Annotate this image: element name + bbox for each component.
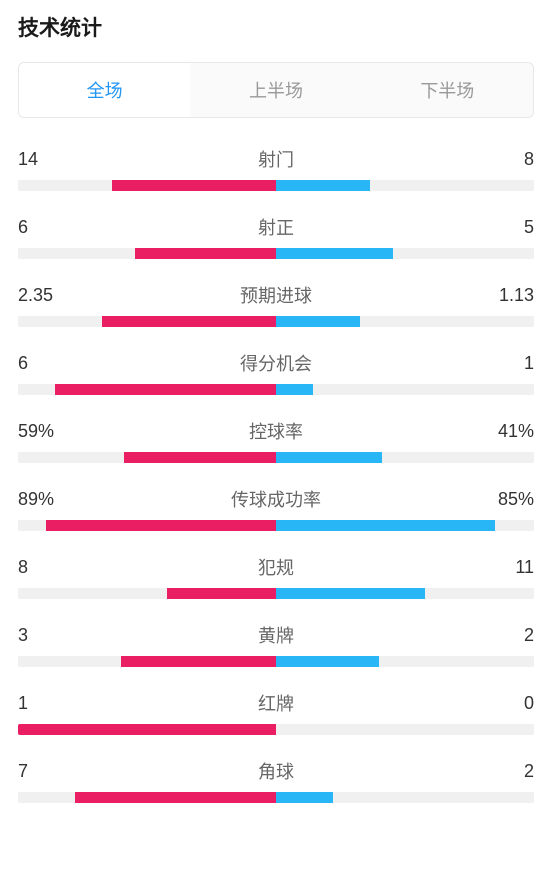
stat-labels: 3黄牌2	[18, 622, 534, 648]
stat-labels: 6得分机会1	[18, 350, 534, 376]
stat-name: 预期进球	[68, 282, 484, 308]
stat-name: 得分机会	[68, 350, 484, 376]
stat-home-bar	[55, 384, 276, 395]
stat-name: 犯规	[68, 554, 484, 580]
stat-name: 控球率	[68, 418, 484, 444]
stat-home-bar	[18, 724, 276, 735]
stat-bar-track	[18, 452, 534, 463]
stat-away-bar	[276, 384, 313, 395]
stat-row: 89%传球成功率85%	[18, 486, 534, 531]
stat-away-value: 85%	[484, 489, 534, 510]
stat-away-value: 8	[484, 149, 534, 170]
stat-home-bar	[121, 656, 276, 667]
stat-name: 红牌	[68, 690, 484, 716]
stat-row: 2.35预期进球1.13	[18, 282, 534, 327]
stat-away-bar	[276, 316, 360, 327]
stat-away-value: 2	[484, 761, 534, 782]
stat-away-value: 1.13	[484, 285, 534, 306]
stat-name: 黄牌	[68, 622, 484, 648]
stat-home-bar	[112, 180, 276, 191]
stat-bar-track	[18, 520, 534, 531]
tab-1[interactable]: 上半场	[190, 63, 361, 117]
stat-bar-track	[18, 180, 534, 191]
stat-home-bar	[75, 792, 276, 803]
stat-bar-track	[18, 724, 534, 735]
stat-away-bar	[276, 452, 382, 463]
stat-away-bar	[276, 588, 425, 599]
stat-home-bar	[135, 248, 276, 259]
stat-home-value: 8	[18, 557, 68, 578]
tab-2[interactable]: 下半场	[362, 63, 533, 117]
stat-bar-track	[18, 316, 534, 327]
stat-away-value: 0	[484, 693, 534, 714]
stat-name: 角球	[68, 758, 484, 784]
stat-home-value: 1	[18, 693, 68, 714]
stat-away-value: 1	[484, 353, 534, 374]
stat-away-value: 2	[484, 625, 534, 646]
stat-row: 59%控球率41%	[18, 418, 534, 463]
stat-home-value: 89%	[18, 489, 68, 510]
stat-labels: 59%控球率41%	[18, 418, 534, 444]
stat-home-value: 3	[18, 625, 68, 646]
stat-name: 射正	[68, 214, 484, 240]
stat-row: 7角球2	[18, 758, 534, 803]
stat-labels: 2.35预期进球1.13	[18, 282, 534, 308]
stat-away-bar	[276, 180, 370, 191]
stat-name: 射门	[68, 146, 484, 172]
stat-row: 14射门8	[18, 146, 534, 191]
stat-home-value: 6	[18, 353, 68, 374]
stat-labels: 6射正5	[18, 214, 534, 240]
stat-bar-track	[18, 588, 534, 599]
stat-labels: 14射门8	[18, 146, 534, 172]
stat-away-value: 41%	[484, 421, 534, 442]
stat-row: 1红牌0	[18, 690, 534, 735]
stat-away-bar	[276, 520, 495, 531]
stat-bar-track	[18, 248, 534, 259]
stat-home-bar	[102, 316, 276, 327]
stat-home-bar	[167, 588, 276, 599]
stat-row: 3黄牌2	[18, 622, 534, 667]
stat-away-value: 5	[484, 217, 534, 238]
stat-away-bar	[276, 248, 393, 259]
stat-home-value: 7	[18, 761, 68, 782]
stat-row: 6得分机会1	[18, 350, 534, 395]
stat-home-value: 59%	[18, 421, 68, 442]
stat-bar-track	[18, 792, 534, 803]
stat-name: 传球成功率	[68, 486, 484, 512]
stat-labels: 1红牌0	[18, 690, 534, 716]
tabs-container: 全场上半场下半场	[18, 62, 534, 118]
stat-row: 8犯规11	[18, 554, 534, 599]
stat-bar-track	[18, 384, 534, 395]
page-title: 技术统计	[18, 12, 534, 42]
stat-away-bar	[276, 656, 379, 667]
stat-home-bar	[46, 520, 276, 531]
stat-labels: 7角球2	[18, 758, 534, 784]
stat-home-value: 2.35	[18, 285, 68, 306]
tab-0[interactable]: 全场	[19, 63, 190, 117]
stat-labels: 8犯规11	[18, 554, 534, 580]
stat-bar-track	[18, 656, 534, 667]
stats-container: 14射门86射正52.35预期进球1.136得分机会159%控球率41%89%传…	[18, 146, 534, 803]
stat-away-bar	[276, 792, 333, 803]
stat-home-value: 14	[18, 149, 68, 170]
stat-away-value: 11	[484, 557, 534, 578]
stat-home-value: 6	[18, 217, 68, 238]
stat-labels: 89%传球成功率85%	[18, 486, 534, 512]
stat-row: 6射正5	[18, 214, 534, 259]
stat-home-bar	[124, 452, 276, 463]
